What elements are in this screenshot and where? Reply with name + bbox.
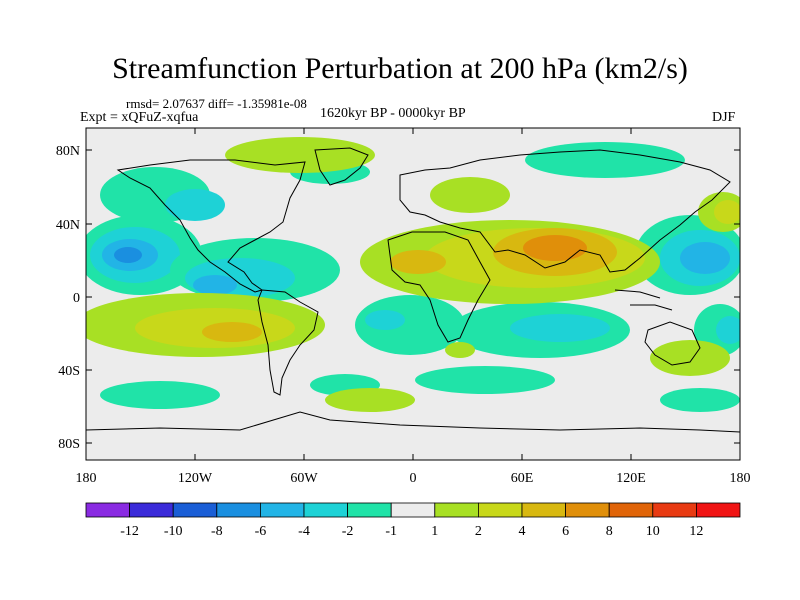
longitude-axis: 180 120W 60W 0 60E 120E 180	[76, 128, 751, 486]
colorbar-label: -8	[211, 524, 223, 539]
colorbar-swatch	[521, 502, 566, 518]
colorbar-label: -10	[164, 524, 183, 539]
coast-indonesia	[614, 289, 673, 311]
coast-europe-asia	[399, 149, 731, 273]
lat-tick-label: 40N	[56, 218, 80, 233]
colorbar-label: -6	[255, 524, 267, 539]
colorbar-label: 12	[689, 524, 703, 539]
negative-anomaly-regions	[86, 142, 740, 412]
lon-tick-label: 120E	[616, 471, 646, 486]
contour-fields	[86, 137, 740, 433]
coastlines	[86, 147, 740, 433]
lon-tick-label: 120W	[178, 471, 213, 486]
time-period: 1620kyr BP - 0000kyr BP	[320, 106, 466, 121]
colorbar-swatch	[477, 502, 523, 518]
lon-tick-label: 0	[410, 471, 417, 486]
colorbar-swatch	[652, 502, 697, 518]
colorbar-swatch	[259, 502, 305, 518]
colorbar-swatch	[129, 502, 174, 518]
colorbar-swatch	[172, 502, 218, 518]
lon-tick-label: 180	[76, 471, 97, 486]
latitude-axis: 80N 40N 0 40S 80S	[56, 144, 740, 452]
coast-africa	[387, 231, 491, 343]
rmsd-diff-stats: rmsd= 2.07637 diff= -1.35981e-08	[126, 96, 307, 111]
map-title: Streamfunction Perturbation at 200 hPa (…	[112, 52, 688, 85]
colorbar-swatch	[85, 502, 130, 518]
colorbar-swatch	[565, 502, 610, 518]
colorbar-label: 4	[519, 524, 526, 539]
colorbar-label: -1	[385, 524, 397, 539]
lat-tick-label: 40S	[58, 364, 80, 379]
lat-tick-label: 0	[73, 291, 80, 306]
coast-greenland	[314, 147, 369, 186]
colorbar-label: 8	[606, 524, 613, 539]
colorbar-label: -12	[120, 524, 139, 539]
colorbar-swatch	[696, 502, 741, 518]
coast-north-america	[116, 159, 306, 293]
colorbar-swatch	[216, 502, 261, 518]
colorbar-swatch	[434, 502, 479, 518]
lon-tick-label: 60E	[511, 471, 534, 486]
colorbar-label: 2	[475, 524, 482, 539]
colorbar-label: 10	[646, 524, 660, 539]
colorbar-swatch	[390, 502, 436, 518]
experiment-label: Expt = xQFuZ-xqfua	[80, 110, 199, 125]
colorbar-label: -4	[298, 524, 310, 539]
colorbar: -12 -10 -8 -6 -4 -2 -1 1 2 4 6 8 10 12	[85, 502, 741, 539]
lat-tick-label: 80S	[58, 437, 80, 452]
season-label: DJF	[712, 110, 736, 125]
lat-tick-label: 80N	[56, 144, 80, 159]
positive-anomaly-regions	[86, 137, 740, 412]
coast-australia	[644, 321, 701, 366]
colorbar-swatch	[347, 502, 392, 518]
lon-tick-label: 180	[730, 471, 751, 486]
colorbar-label: 6	[562, 524, 569, 539]
colorbar-label: -2	[342, 524, 354, 539]
lon-tick-label: 60W	[290, 471, 318, 486]
colorbar-swatch	[303, 502, 348, 518]
coast-antarctica	[86, 411, 740, 433]
coast-south-america	[257, 289, 319, 396]
colorbar-label: 1	[431, 524, 438, 539]
colorbar-swatch	[608, 502, 654, 518]
